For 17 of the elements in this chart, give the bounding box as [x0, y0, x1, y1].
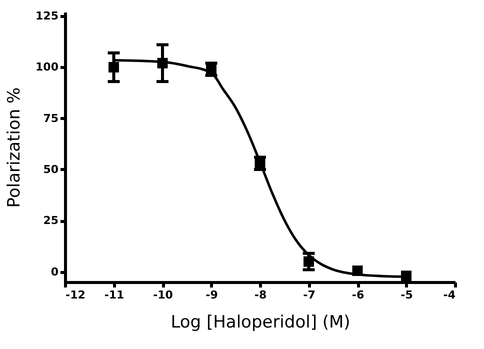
x-tick-label: -11: [104, 288, 124, 302]
y-tick-label: 0: [50, 265, 59, 278]
y-tick-label: 50: [43, 163, 59, 176]
x-tick-label: -9: [206, 288, 218, 302]
x-tick-label: -12: [66, 288, 86, 302]
x-tick-label: -6: [352, 288, 364, 302]
x-tick-label: -8: [254, 288, 267, 302]
y-axis-title: Polarization %: [4, 87, 25, 208]
y-tick-label: 125: [36, 10, 58, 23]
y-tick-label: 25: [43, 214, 58, 228]
x-axis-title: Log [Haloperidol] (M): [170, 312, 350, 332]
x-tick-label: -4: [443, 288, 456, 302]
y-tick-label: 100: [36, 60, 59, 74]
y-tick-label: 75: [43, 112, 58, 125]
x-tick-label: -5: [400, 288, 413, 302]
x-tick-label: -10: [153, 288, 174, 302]
x-tick-label: -7: [303, 288, 316, 302]
